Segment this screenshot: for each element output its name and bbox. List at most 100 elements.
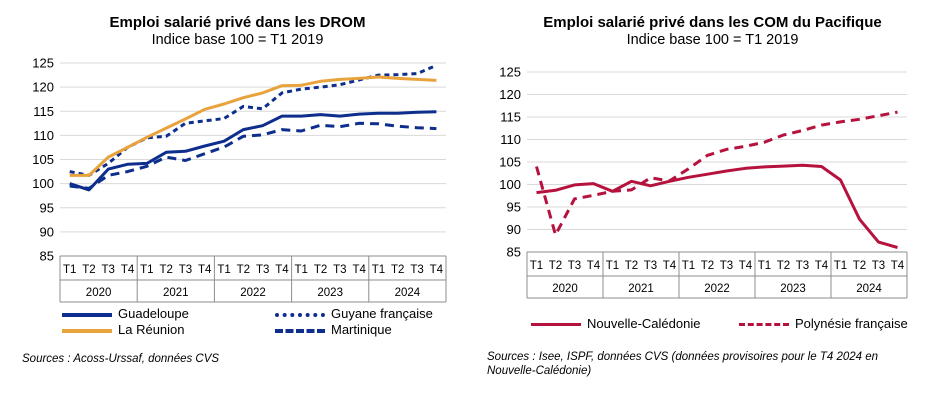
source-line: Sources : Isee, ISPF, données CVS (donné… [487, 351, 879, 363]
y-tick-label: 120 [32, 80, 54, 95]
y-tick-label: 95 [507, 200, 521, 215]
x-tick-label: T1 [834, 260, 847, 272]
x-tick-label: T2 [777, 260, 790, 272]
legend-label: Guyane française [331, 306, 433, 321]
y-tick-label: 90 [507, 222, 521, 237]
y-tick-label: 125 [499, 65, 521, 80]
year-label: 2024 [395, 287, 421, 299]
series-line-martinique [69, 121, 437, 190]
legend-polynesie: Polynésie française [739, 316, 908, 331]
year-label: 2021 [163, 287, 189, 299]
x-tick-label: T2 [391, 264, 404, 276]
legend-nouvelle-caledonie: Nouvelle-Calédonie [531, 316, 700, 331]
chart-subtitle: Indice base 100 = T1 2019 [626, 32, 799, 48]
y-tick-label: 110 [500, 132, 521, 147]
y-tick-label: 95 [40, 200, 54, 215]
series-line-la-reunion [69, 75, 437, 177]
year-label: 2022 [240, 287, 266, 299]
year-label: 2023 [317, 287, 343, 299]
x-tick-label: T3 [256, 264, 269, 276]
y-tick-label: 110 [33, 128, 54, 143]
x-tick-label: T2 [237, 264, 250, 276]
x-tick-label: T3 [872, 260, 885, 272]
x-tick-label: T2 [853, 260, 866, 272]
source-note: Sources : Acoss-Urssaf, données CVS [22, 353, 220, 365]
legend-label: La Réunion [118, 322, 185, 337]
legend-la-reunion: La Réunion [62, 322, 185, 337]
x-tick-label: T1 [530, 260, 543, 272]
x-tick-label: T3 [644, 260, 657, 272]
year-label: 2020 [86, 287, 112, 299]
x-tick-label: T3 [796, 260, 809, 272]
legend-guadeloupe: Guadeloupe [62, 306, 189, 321]
x-tick-label: T2 [549, 260, 562, 272]
x-tick-label: T1 [217, 264, 230, 276]
x-tick-label: T4 [121, 264, 135, 276]
chart-title: Emploi salarié privé dans les DROM [109, 14, 366, 31]
x-tick-label: T4 [663, 260, 677, 272]
x-tick-label: T2 [701, 260, 714, 272]
y-tick-label: 120 [499, 87, 521, 102]
chart-subtitle: Indice base 100 = T1 2019 [151, 32, 324, 48]
y-tick-label: 105 [32, 152, 54, 167]
legend-label: Polynésie française [795, 316, 908, 331]
y-tick-label: 100 [32, 176, 54, 191]
y-tick-label: 100 [499, 177, 521, 192]
legend-martinique: Martinique [275, 322, 392, 337]
series-line-guadeloupe [69, 110, 437, 192]
x-tick-label: T4 [587, 260, 601, 272]
series-line-nouvelle-caledonie [536, 163, 898, 249]
x-tick-label: T3 [102, 264, 115, 276]
chart-title: Emploi salarié privé dans les COM du Pac… [543, 14, 882, 31]
x-tick-label: T3 [333, 264, 346, 276]
source-note: Sources : Isee, ISPF, données CVS (donné… [487, 350, 878, 378]
x-tick-label: T3 [179, 264, 192, 276]
x-tick-label: T4 [275, 264, 289, 276]
legend-swatch [62, 328, 112, 333]
x-tick-label: T1 [682, 260, 695, 272]
series-line-guyane-francaise [69, 64, 437, 177]
y-tick-label: 115 [500, 110, 521, 125]
legend-swatch [62, 312, 112, 317]
year-label: 2023 [780, 283, 806, 295]
chart-plot-drom: 85 90 95 100 105 110 115 120 125 T1 T2 T3 T4 T1 T2 T3 T4… [32, 56, 447, 303]
x-tick-label: T1 [606, 260, 619, 272]
x-tick-label: T4 [815, 260, 829, 272]
y-tick-label: 115 [33, 104, 54, 119]
x-tick-label: T3 [568, 260, 581, 272]
y-tick-label: 125 [32, 56, 54, 71]
x-tick-label: T4 [430, 264, 444, 276]
chart-drom: Emploi salarié privé dans les DROM Indic… [22, 14, 447, 365]
x-tick-label: T4 [891, 260, 905, 272]
legend-swatch [531, 323, 581, 327]
x-tick-label: T1 [372, 264, 385, 276]
x-tick-label: T1 [63, 264, 76, 276]
x-tick-label: T2 [159, 264, 172, 276]
x-tick-label: T4 [739, 260, 753, 272]
legend-swatch [739, 323, 789, 327]
chart-com-pacifique: Emploi salarié privé dans les COM du Pac… [475, 0, 950, 406]
x-tick-label: T2 [314, 264, 327, 276]
x-tick-label: T3 [410, 264, 423, 276]
chart-plot-com: 85 90 95 100 105 110 115 120 125 T1 T2 T3 T4 T1 T2 T3 T4… [499, 65, 908, 299]
x-tick-label: T4 [352, 264, 366, 276]
legend-guyane: Guyane française [275, 306, 433, 321]
x-tick-label: T1 [140, 264, 153, 276]
legend-swatch [275, 312, 325, 317]
year-label: 2020 [552, 283, 578, 295]
y-tick-label: 105 [499, 155, 521, 170]
x-tick-label: T4 [198, 264, 212, 276]
year-label: 2024 [856, 283, 882, 295]
legend-label: Guadeloupe [118, 306, 189, 321]
legend-swatch [275, 328, 325, 333]
year-label: 2021 [628, 283, 654, 295]
x-tick-label: T2 [82, 264, 95, 276]
legend-label: Martinique [331, 322, 392, 337]
x-tick-label: T1 [295, 264, 308, 276]
year-label: 2022 [704, 283, 730, 295]
x-tick-label: T2 [625, 260, 638, 272]
y-tick-label: 90 [40, 224, 54, 239]
y-tick-label: 85 [507, 245, 521, 260]
series-line-polynesie-francaise [535, 110, 898, 237]
legend-label: Nouvelle-Calédonie [587, 316, 701, 331]
